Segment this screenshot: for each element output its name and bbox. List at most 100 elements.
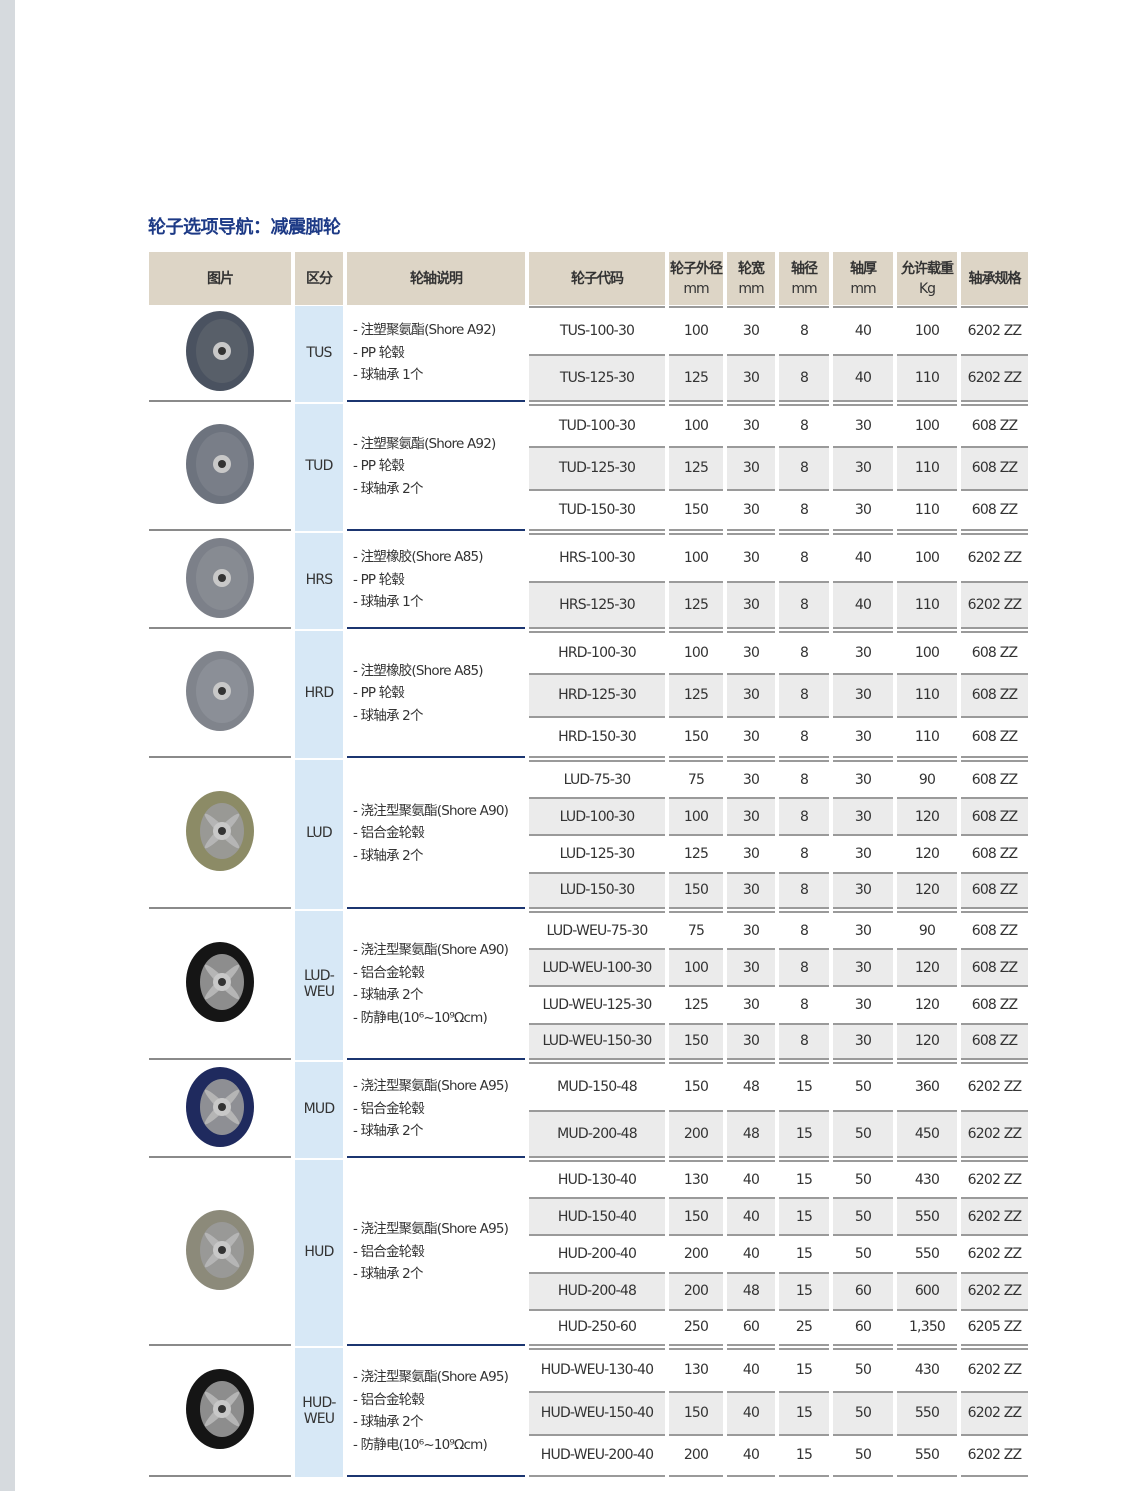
hub-length-cell: 40 xyxy=(833,532,893,581)
table-row: HUD-WEU-150-40 150 40 15 50 550 6202 ZZ xyxy=(149,1390,1028,1434)
table-row: MUD-200-48 200 48 15 50 450 6202 ZZ xyxy=(149,1109,1028,1158)
description-cell: - 浇注型聚氨酯(Shore A95) - 铝合金轮毂 - 球轴承 2个 - 防静电(… xyxy=(347,1348,525,1477)
wheel-code-cell: MUD-150-48 xyxy=(529,1061,665,1110)
category-cell: TUD xyxy=(295,404,343,531)
wheel-width-cell: 30 xyxy=(727,948,775,986)
description-line: - 铝合金轮毂 xyxy=(353,1100,425,1117)
axle-diameter-cell: 8 xyxy=(779,1022,829,1060)
wheel-width-cell: 40 xyxy=(727,1390,775,1434)
header-6: 轴径 mm xyxy=(779,252,829,305)
hub-length-cell: 30 xyxy=(833,673,893,716)
wheel-width-cell: 40 xyxy=(727,1347,775,1391)
axle-diameter-cell: 8 xyxy=(779,797,829,835)
wheel-code-cell: HRD-100-30 xyxy=(529,630,665,673)
outer-diameter-cell: 130 xyxy=(669,1159,723,1197)
description-line: - 注塑聚氨酯(Shore A92) xyxy=(353,435,496,452)
axle-diameter-cell: 8 xyxy=(779,446,829,489)
wheel-width-cell: 48 xyxy=(727,1109,775,1158)
table-row: TUD-150-30 150 30 8 30 110 608 ZZ xyxy=(149,488,1028,531)
axle-diameter-cell: 8 xyxy=(779,306,829,354)
bearing-spec-cell: 6202 ZZ xyxy=(961,1109,1028,1158)
bearing-spec-cell: 6202 ZZ xyxy=(961,1061,1028,1110)
hub-length-cell: 30 xyxy=(833,985,893,1022)
wheel-image xyxy=(149,1160,291,1346)
wheel-image xyxy=(149,911,291,1060)
wheel-width-cell: 40 xyxy=(727,1197,775,1235)
wheel-width-cell: 30 xyxy=(727,630,775,673)
wheel-code-cell: LUD-WEU-75-30 xyxy=(529,910,665,948)
category-cell: TUS xyxy=(295,306,343,402)
wheel-width-cell: 30 xyxy=(727,759,775,797)
outer-diameter-cell: 150 xyxy=(669,1061,723,1110)
hub-length-cell: 60 xyxy=(833,1308,893,1346)
load-capacity-cell: 100 xyxy=(897,630,957,673)
outer-diameter-cell: 75 xyxy=(669,759,723,797)
table-row: HUD-150-40 150 40 15 50 550 6202 ZZ xyxy=(149,1197,1028,1235)
outer-diameter-cell: 200 xyxy=(669,1234,723,1271)
wheel-image xyxy=(149,404,291,531)
wheel-width-cell: 30 xyxy=(727,446,775,489)
category-cell: LUD xyxy=(295,759,343,909)
description-line: - 球轴承 1个 xyxy=(353,594,423,611)
description-line: - 球轴承 2个 xyxy=(353,480,423,497)
wheel-code-cell: TUD-125-30 xyxy=(529,446,665,489)
wheel-code-cell: HRS-100-30 xyxy=(529,532,665,581)
header-9: 轴承规格 xyxy=(961,252,1028,305)
hub-length-cell: 60 xyxy=(833,1271,893,1309)
axle-diameter-cell: 15 xyxy=(779,1109,829,1158)
axle-diameter-cell: 8 xyxy=(779,948,829,986)
description-line: - 铝合金轮毂 xyxy=(353,825,425,842)
table-row: HUD - 浇注型聚氨酯(Shore A95) - 铝合金轮毂 - 球轴承 2个 HUD… xyxy=(149,1159,1028,1346)
description-line: - 球轴承 2个 xyxy=(353,1123,423,1140)
table-row: LUD-125-30 125 30 8 30 120 608 ZZ xyxy=(149,834,1028,871)
outer-diameter-cell: 100 xyxy=(669,306,723,354)
axle-diameter-cell: 8 xyxy=(779,834,829,871)
hub-length-cell: 30 xyxy=(833,871,893,909)
wheel-width-cell: 30 xyxy=(727,1022,775,1060)
axle-diameter-cell: 8 xyxy=(779,532,829,581)
outer-diameter-cell: 200 xyxy=(669,1271,723,1309)
bearing-spec-cell: 608 ZZ xyxy=(961,446,1028,489)
load-capacity-cell: 430 xyxy=(897,1159,957,1197)
load-capacity-cell: 90 xyxy=(897,910,957,948)
axle-diameter-cell: 15 xyxy=(779,1347,829,1391)
table-row: LUD- WEU - 浇注型聚氨酯(Shore A90) - 铝合金轮毂 - 球轴承 2… xyxy=(149,910,1028,1060)
outer-diameter-cell: 150 xyxy=(669,1390,723,1434)
outer-diameter-cell: 100 xyxy=(669,797,723,835)
description-cell: - 浇注型聚氨酯(Shore A90) - 铝合金轮毂 - 球轴承 2个 - 防静电(… xyxy=(347,911,525,1060)
bearing-spec-cell: 608 ZZ xyxy=(961,404,1028,446)
axle-diameter-cell: 15 xyxy=(779,1061,829,1110)
description-cell: - 注塑橡胶(Shore A85) - PP 轮毂 - 球轴承 2个 xyxy=(347,631,525,758)
table-row: LUD-100-30 100 30 8 30 120 608 ZZ xyxy=(149,797,1028,835)
description-line: - 注塑橡胶(Shore A85) xyxy=(353,662,484,679)
bearing-spec-cell: 6202 ZZ xyxy=(961,1347,1028,1391)
wheel-image xyxy=(149,631,291,758)
axle-diameter-cell: 15 xyxy=(779,1271,829,1309)
description-cell: - 浇注型聚氨酯(Shore A95) - 铝合金轮毂 - 球轴承 2个 xyxy=(347,1062,525,1158)
description-line: - 铝合金轮毂 xyxy=(353,1243,425,1260)
category-cell: LUD- WEU xyxy=(295,910,343,1060)
wheel-width-cell: 30 xyxy=(727,488,775,531)
wheel-image xyxy=(149,760,291,909)
load-capacity-cell: 110 xyxy=(897,580,957,629)
wheel-width-cell: 40 xyxy=(727,1234,775,1271)
wheel-code-cell: HRD-125-30 xyxy=(529,673,665,716)
wheel-width-cell: 30 xyxy=(727,910,775,948)
outer-diameter-cell: 150 xyxy=(669,871,723,909)
wheel-width-cell: 48 xyxy=(727,1271,775,1309)
description-line: - 注塑橡胶(Shore A85) xyxy=(353,549,484,566)
bearing-spec-cell: 608 ZZ xyxy=(961,834,1028,871)
outer-diameter-cell: 150 xyxy=(669,488,723,531)
table-row: LUD-WEU-125-30 125 30 8 30 120 608 ZZ xyxy=(149,985,1028,1022)
description-line: - PP 轮毂 xyxy=(353,458,405,475)
axle-diameter-cell: 8 xyxy=(779,488,829,531)
description-cell: - 浇注型聚氨酯(Shore A95) - 铝合金轮毂 - 球轴承 2个 xyxy=(347,1160,525,1346)
wheel-image xyxy=(149,1348,291,1477)
table-row: TUD - 注塑聚氨酯(Shore A92) - PP 轮毂 - 球轴承 2个 TUD-… xyxy=(149,404,1028,531)
hub-length-cell: 40 xyxy=(833,354,893,402)
wheel-code-cell: HRS-125-30 xyxy=(529,580,665,629)
category-cell: HRD xyxy=(295,630,343,758)
outer-diameter-cell: 200 xyxy=(669,1109,723,1158)
description-line: - 浇注型聚氨酯(Shore A95) xyxy=(353,1078,509,1095)
outer-diameter-cell: 125 xyxy=(669,580,723,629)
